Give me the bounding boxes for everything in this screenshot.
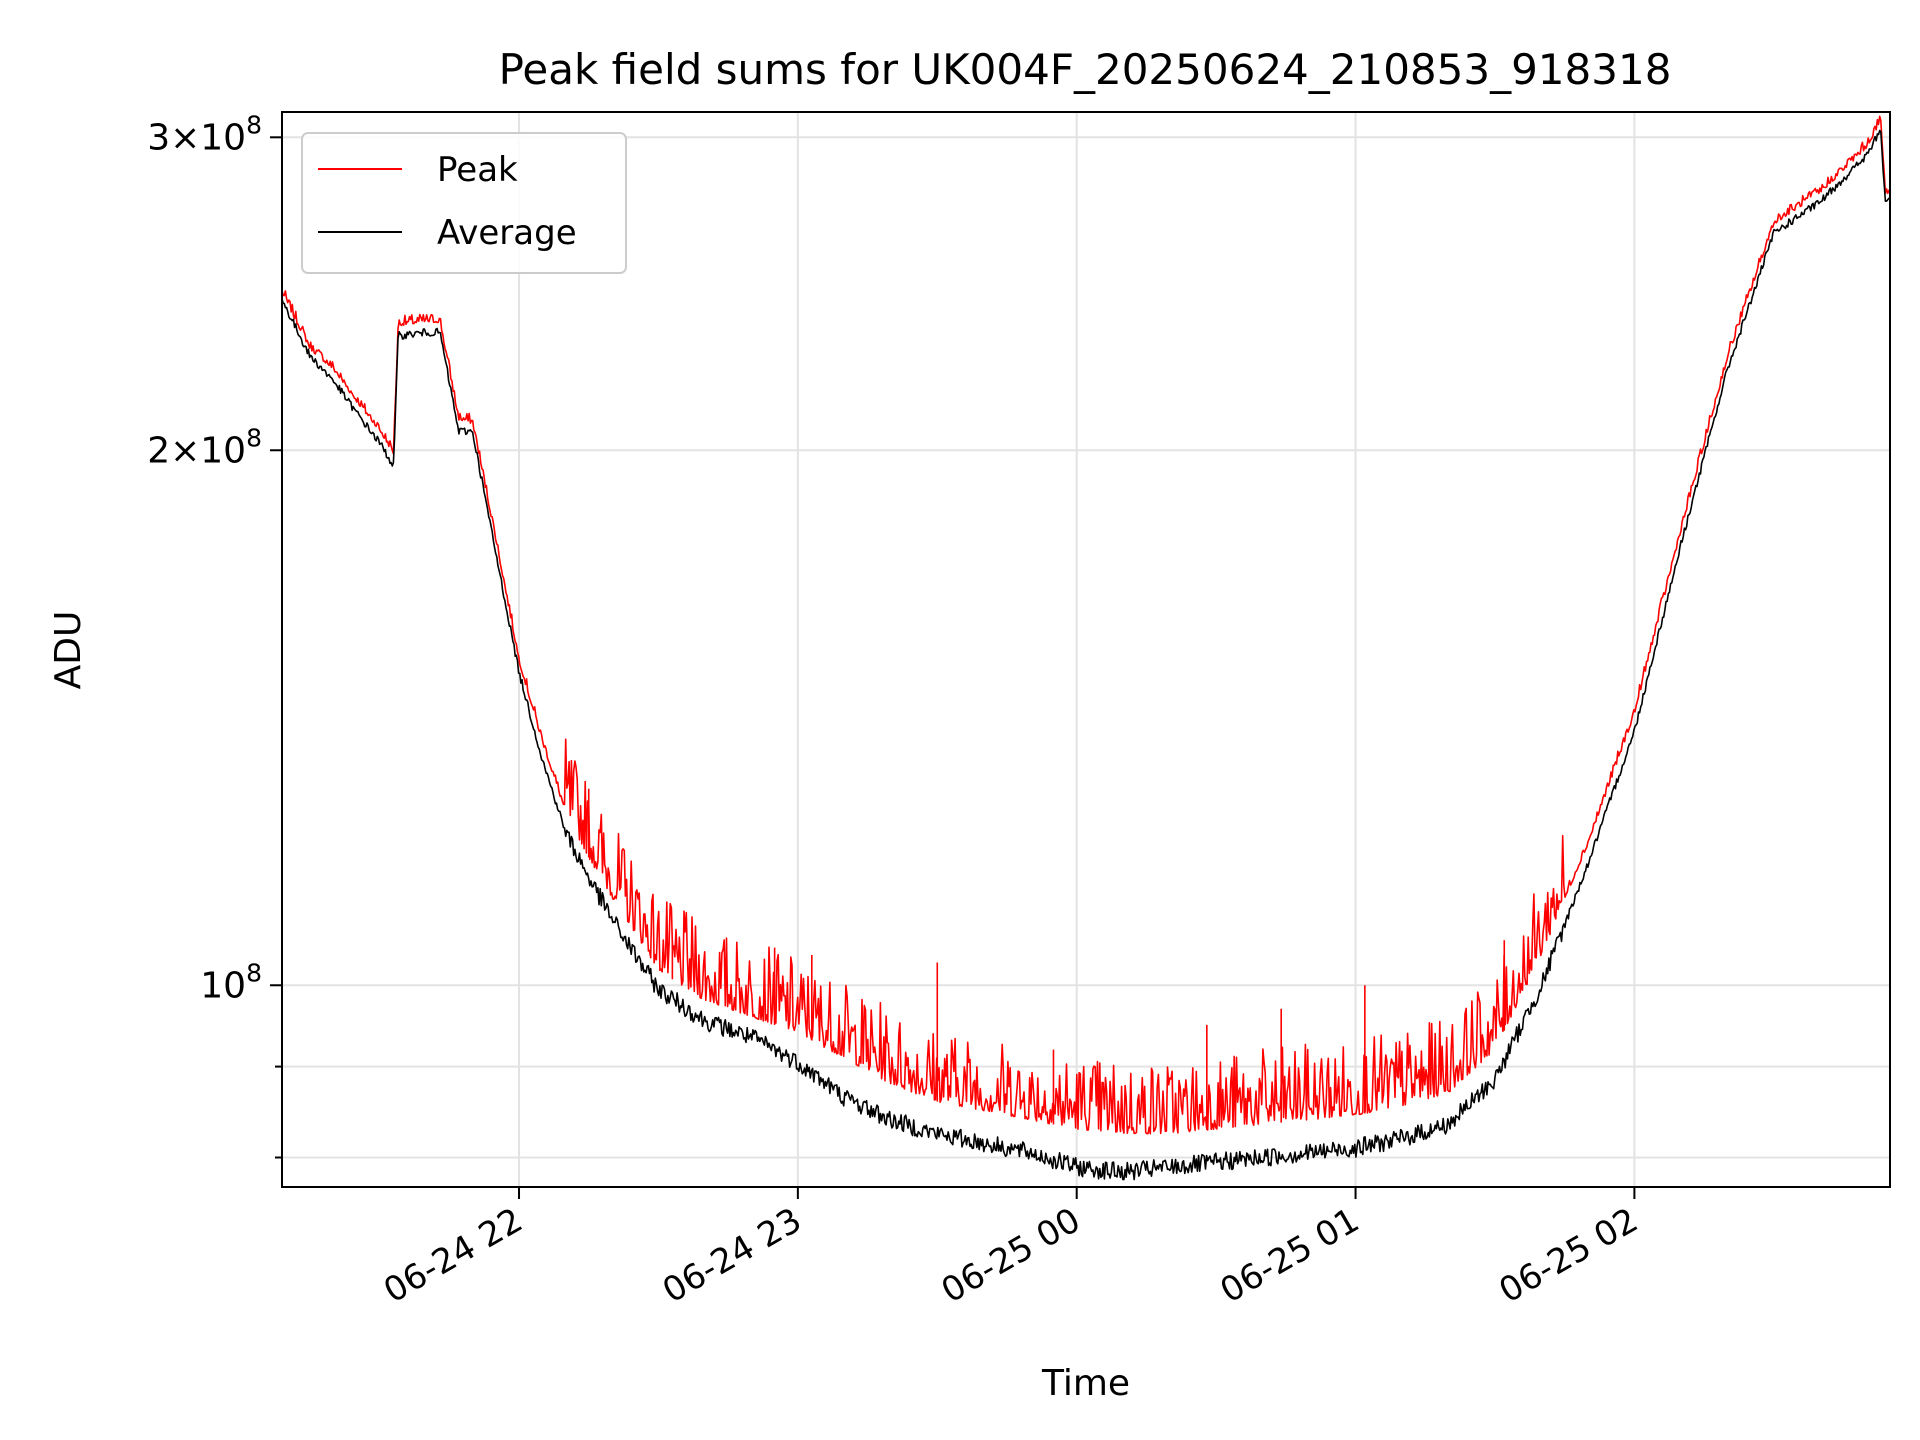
- plot-series: [281, 115, 1891, 1181]
- y-axis-label: ADU: [48, 611, 89, 690]
- y-tick-label: 108: [200, 958, 262, 1006]
- grid-lines: [282, 112, 1890, 1187]
- y-tick-label: 2×108: [147, 423, 262, 471]
- series-peak-line: [281, 115, 1891, 1135]
- chart-title: Peak field sums for UK004F_20250624_2108…: [499, 45, 1672, 94]
- legend: Peak Average: [301, 132, 627, 274]
- legend-average-label: Average: [437, 213, 577, 253]
- y-tick-label: 3×108: [147, 110, 262, 158]
- plot-area-frame: [281, 111, 1891, 1188]
- legend-peak-label: Peak: [437, 150, 518, 190]
- x-axis-label: Time: [1041, 1363, 1130, 1404]
- series-average-line: [281, 129, 1891, 1181]
- y-axis: 108 2×108 3×108: [147, 110, 282, 1159]
